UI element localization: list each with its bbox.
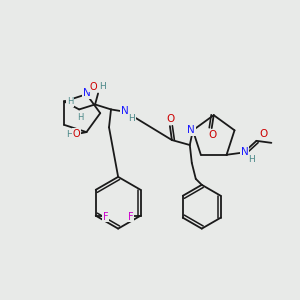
Text: H: H [66, 130, 73, 139]
Text: O: O [208, 130, 217, 140]
Text: O: O [89, 82, 97, 92]
Text: H: H [99, 82, 106, 91]
Text: N: N [187, 125, 195, 135]
Text: H: H [248, 155, 255, 164]
Text: O: O [259, 129, 268, 139]
Text: O: O [73, 129, 80, 139]
Text: F: F [103, 212, 109, 222]
Text: H: H [67, 97, 74, 106]
Text: N: N [82, 88, 90, 98]
Text: F: F [128, 212, 134, 222]
Text: N: N [241, 147, 248, 157]
Text: H: H [77, 113, 83, 122]
Text: O: O [167, 114, 175, 124]
Text: H: H [128, 114, 135, 123]
Text: H: H [88, 81, 95, 90]
Text: N: N [121, 106, 129, 116]
